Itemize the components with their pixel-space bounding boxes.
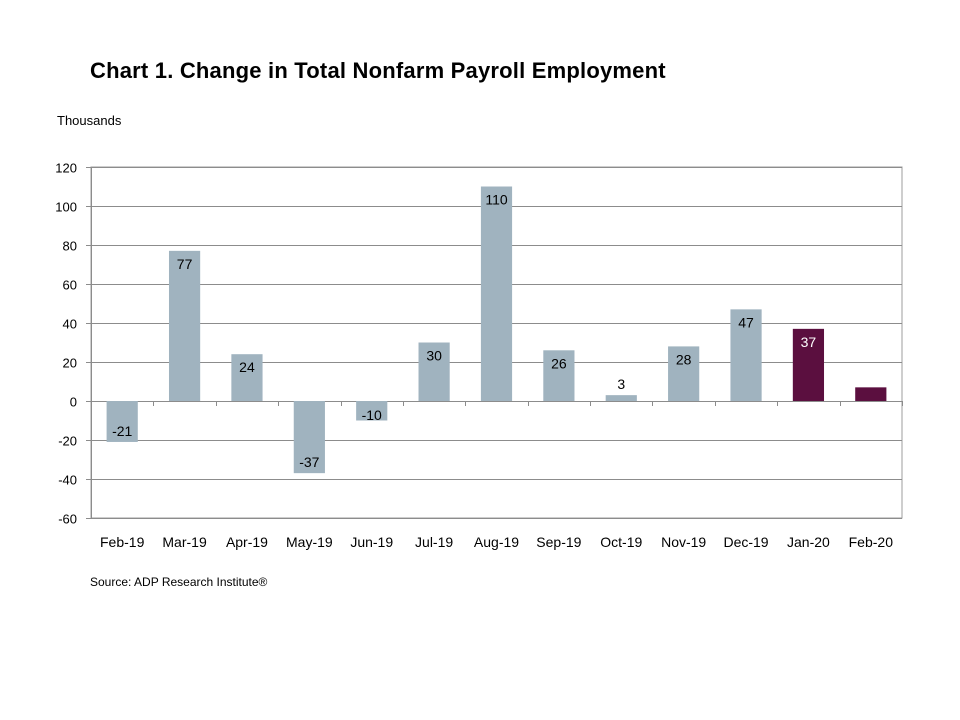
y-tick-label: 80 — [63, 239, 77, 254]
bar-Dec-19 — [730, 309, 762, 401]
data-label: 28 — [676, 351, 692, 367]
chart-title: Chart 1. Change in Total Nonfarm Payroll… — [90, 58, 666, 83]
y-tick-label: 100 — [55, 200, 77, 215]
bar-May-19 — [293, 401, 325, 474]
x-tick-label: Sep-19 — [536, 534, 581, 550]
data-label: 30 — [426, 348, 442, 364]
x-tick-label: Feb-20 — [849, 534, 894, 550]
x-tick-label: Jan-20 — [787, 534, 830, 550]
data-label: 24 — [239, 359, 255, 375]
data-label: 7 — [867, 368, 875, 384]
x-tick-label: Aug-19 — [474, 534, 519, 550]
y-tick-label: 120 — [55, 161, 77, 176]
x-tick-label: Mar-19 — [162, 534, 207, 550]
y-tick-label: 0 — [70, 395, 77, 410]
data-label: 47 — [738, 314, 754, 330]
x-tick-label: Dec-19 — [723, 534, 768, 550]
data-label: -37 — [299, 454, 319, 470]
y-axis-unit-label: Thousands — [57, 113, 122, 128]
y-tick-label: -40 — [58, 473, 77, 488]
y-tick-label: 20 — [63, 356, 77, 371]
bar-Jul-19 — [418, 342, 450, 401]
y-tick-label: 60 — [63, 278, 77, 293]
bar-Sep-19 — [543, 350, 575, 401]
bar-Aug-19 — [480, 186, 513, 401]
y-tick-label: -60 — [58, 512, 77, 527]
source-note: Source: ADP Research Institute® — [90, 575, 268, 589]
bar-Nov-19 — [668, 346, 700, 401]
data-label: 3 — [617, 376, 625, 392]
x-tick-label: Jun-19 — [350, 534, 393, 550]
data-label: 110 — [485, 192, 508, 208]
x-tick-label: Jul-19 — [415, 534, 453, 550]
bar-Oct-19 — [605, 395, 637, 401]
x-tick-label: May-19 — [286, 534, 333, 550]
data-label: 37 — [801, 334, 817, 350]
bar-Feb-20 — [855, 387, 887, 401]
y-tick-label: -20 — [58, 434, 77, 449]
bar-Jun-19 — [356, 401, 388, 421]
x-tick-label: Nov-19 — [661, 534, 706, 550]
data-label: 26 — [551, 355, 567, 371]
bar-Feb-19 — [106, 401, 138, 442]
y-tick-label: 40 — [63, 317, 77, 332]
x-tick-label: Apr-19 — [226, 534, 268, 550]
data-label: -10 — [362, 407, 382, 423]
data-label: 77 — [177, 256, 193, 272]
bar-Mar-19 — [168, 250, 201, 401]
x-tick-label: Oct-19 — [600, 534, 642, 550]
x-tick-label: Feb-19 — [100, 534, 145, 550]
bar-Jan-20 — [792, 328, 825, 401]
data-label: -21 — [112, 423, 132, 439]
bar-Apr-19 — [231, 354, 263, 401]
